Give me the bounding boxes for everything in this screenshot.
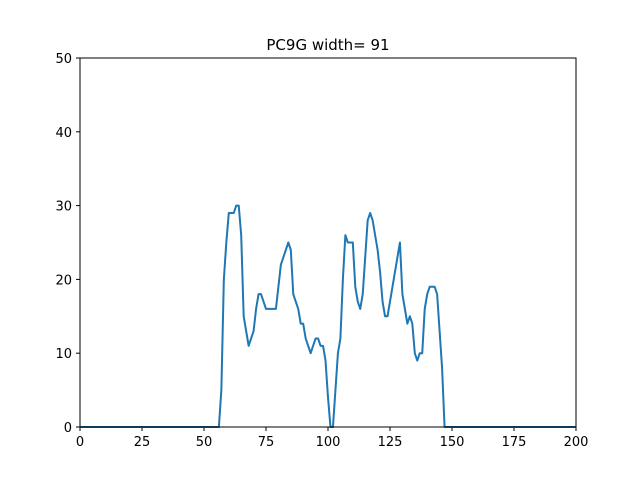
x-tick-label: 100 <box>316 435 341 450</box>
y-tick-label: 30 <box>55 200 72 215</box>
x-tick-label: 125 <box>378 435 403 450</box>
x-tick-label: 200 <box>564 435 589 450</box>
chart-title: PC9G width= 91 <box>266 36 389 54</box>
x-tick-label: 150 <box>440 435 465 450</box>
y-tick-label: 0 <box>64 421 72 436</box>
x-tick-label: 25 <box>134 435 151 450</box>
plot-frame <box>79 57 577 428</box>
y-tick-label: 20 <box>55 273 72 288</box>
x-tick-label: 75 <box>258 435 275 450</box>
y-tick-label: 50 <box>55 52 72 67</box>
x-tick-label: 0 <box>76 435 84 450</box>
axis-ticks: 0 25 50 75 100 125 150 175 200 0 10 20 30 40 50 <box>55 52 588 450</box>
x-tick-label: 50 <box>196 435 213 450</box>
y-tick-label: 40 <box>55 126 72 141</box>
y-tick-label: 10 <box>55 347 72 362</box>
x-tick-label: 175 <box>502 435 527 450</box>
